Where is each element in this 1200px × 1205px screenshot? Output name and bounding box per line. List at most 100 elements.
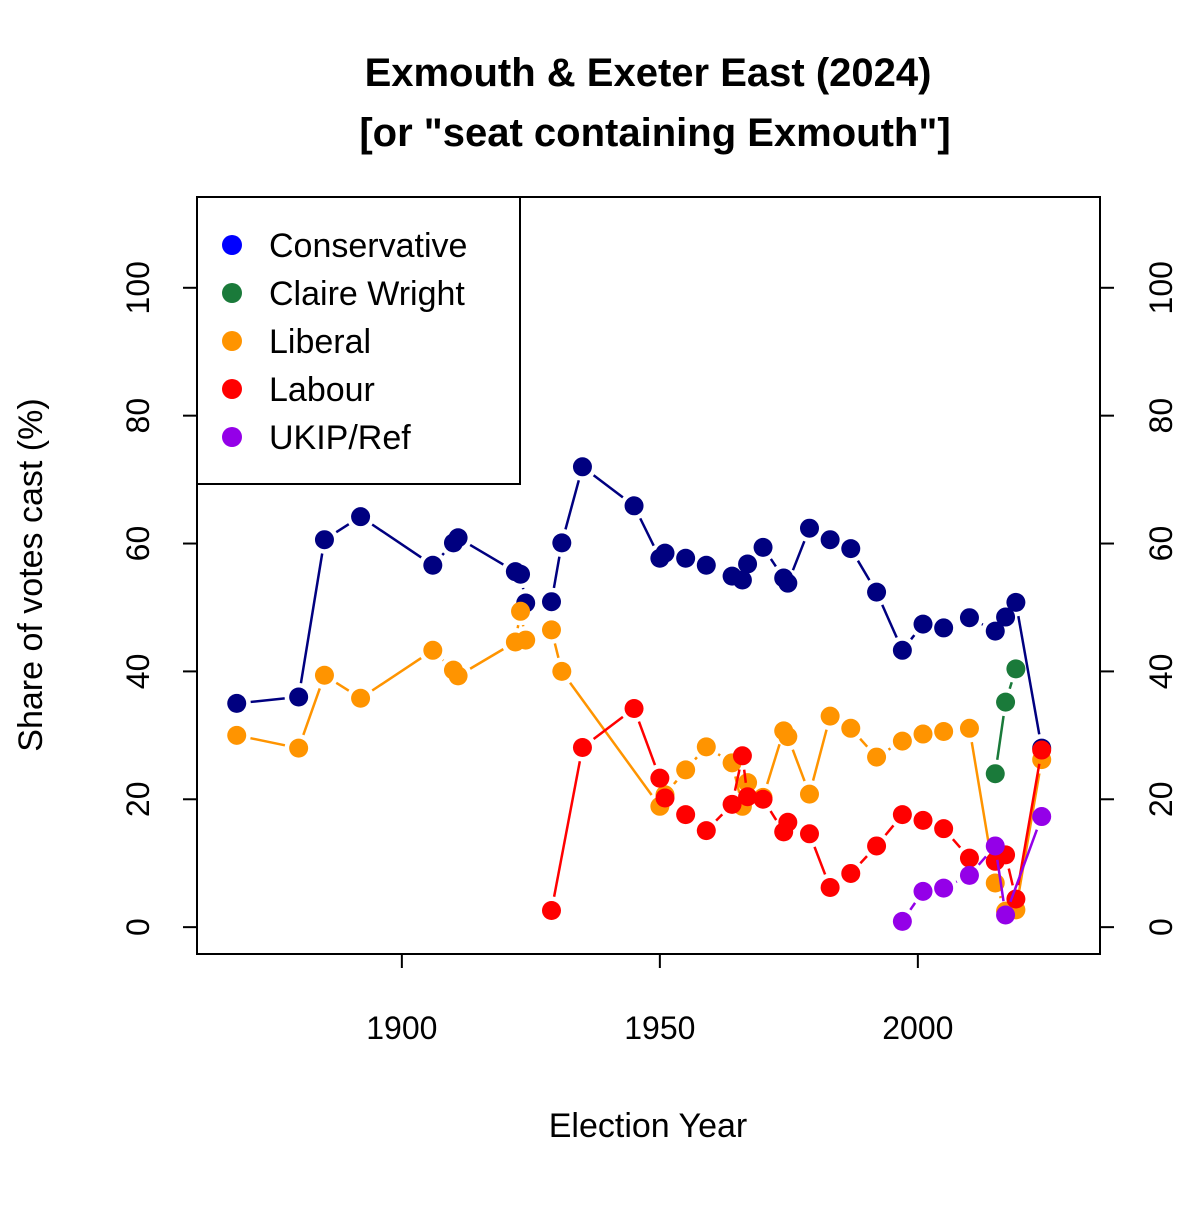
data-point <box>733 746 752 765</box>
series-line-segment <box>336 683 349 691</box>
data-point <box>289 687 308 706</box>
series-line-segment <box>911 635 914 639</box>
data-point <box>1032 807 1051 826</box>
data-point <box>960 719 979 738</box>
data-point <box>1006 659 1025 678</box>
data-point <box>934 722 953 741</box>
data-point <box>867 583 886 602</box>
series-line-segment <box>793 750 805 781</box>
series-line-segment <box>470 545 503 565</box>
series-line-segment <box>336 524 349 532</box>
data-point <box>986 764 1005 783</box>
y-tick-label-right: 0 <box>1143 918 1179 936</box>
series-line-segment <box>565 480 578 529</box>
series-line-segment <box>815 847 826 875</box>
data-point <box>800 519 819 538</box>
legend-marker <box>222 427 242 447</box>
data-point <box>315 666 334 685</box>
series-line-segment <box>250 738 284 745</box>
series-line-segment <box>640 518 653 545</box>
series-line-segment <box>997 716 1003 760</box>
chart-subtitle: [or "seat containing Exmouth"] <box>359 111 950 155</box>
data-point <box>650 769 669 788</box>
data-point <box>960 866 979 885</box>
data-point <box>511 565 530 584</box>
data-point <box>351 689 370 708</box>
series-line-segment <box>674 781 677 784</box>
data-point <box>914 882 933 901</box>
data-point <box>676 805 695 824</box>
data-point <box>542 620 561 639</box>
data-point <box>841 864 860 883</box>
series-line-segment <box>813 730 826 781</box>
series-line-segment <box>470 649 503 669</box>
data-point <box>542 901 561 920</box>
data-point <box>656 788 675 807</box>
series-line-segment <box>554 557 559 588</box>
y-tick-label-right: 80 <box>1143 398 1179 434</box>
series-liberal <box>227 602 1051 921</box>
y-tick-label-right: 40 <box>1143 654 1179 690</box>
series-line-segment <box>888 748 890 749</box>
data-point <box>697 821 716 840</box>
data-point <box>511 602 530 621</box>
data-point <box>867 836 886 855</box>
y-tick-label-right: 60 <box>1143 526 1179 562</box>
data-point <box>315 530 334 549</box>
data-point <box>778 574 797 593</box>
data-point <box>867 748 886 767</box>
series-line-segment <box>979 856 986 864</box>
legend-label: Labour <box>269 371 375 409</box>
series-line-segment <box>301 554 322 684</box>
data-point <box>778 727 797 746</box>
series-line-segment <box>953 839 960 847</box>
data-point <box>841 539 860 558</box>
data-point <box>800 785 819 804</box>
data-point <box>893 912 912 931</box>
data-point <box>289 739 308 758</box>
data-point <box>821 530 840 549</box>
legend-marker <box>222 283 242 303</box>
legend-label: Liberal <box>269 323 371 361</box>
data-point <box>754 538 773 557</box>
data-point <box>821 878 840 897</box>
series-line-segment <box>1000 896 1001 898</box>
data-point <box>516 631 535 650</box>
legend-label: Claire Wright <box>269 275 465 313</box>
y-tick-label-right: 20 <box>1143 781 1179 817</box>
data-point <box>1032 741 1051 760</box>
data-point <box>821 707 840 726</box>
data-point <box>625 496 644 515</box>
series-line-segment <box>744 770 746 783</box>
data-point <box>542 592 561 611</box>
data-point <box>893 641 912 660</box>
series-line-segment <box>860 856 867 863</box>
legend-label: UKIP/Ref <box>269 419 411 457</box>
plot-marks <box>227 457 1051 931</box>
series-line-segment <box>372 658 421 690</box>
series-line-segment <box>910 903 915 910</box>
legend-marker <box>222 331 242 351</box>
series-line-segment <box>885 825 893 835</box>
series-line-segment <box>639 722 655 765</box>
y-tick-label-left: 60 <box>120 526 156 562</box>
series-line-segment <box>1010 682 1012 689</box>
data-point <box>1006 890 1025 909</box>
series-line-segment <box>1018 764 1039 885</box>
data-point <box>449 528 468 547</box>
series-line-segment <box>251 698 285 702</box>
series-line-segment <box>882 605 896 638</box>
data-point <box>754 790 773 809</box>
series-line-segment <box>982 624 983 625</box>
series-line-segment <box>860 739 867 747</box>
data-point <box>800 824 819 843</box>
data-point <box>573 738 592 757</box>
data-point <box>676 549 695 568</box>
y-tick-label-left: 40 <box>120 654 156 690</box>
data-point <box>697 737 716 756</box>
data-point <box>960 849 979 868</box>
data-point <box>1006 593 1025 612</box>
x-tick-label: 2000 <box>882 1010 953 1046</box>
data-point <box>573 457 592 476</box>
